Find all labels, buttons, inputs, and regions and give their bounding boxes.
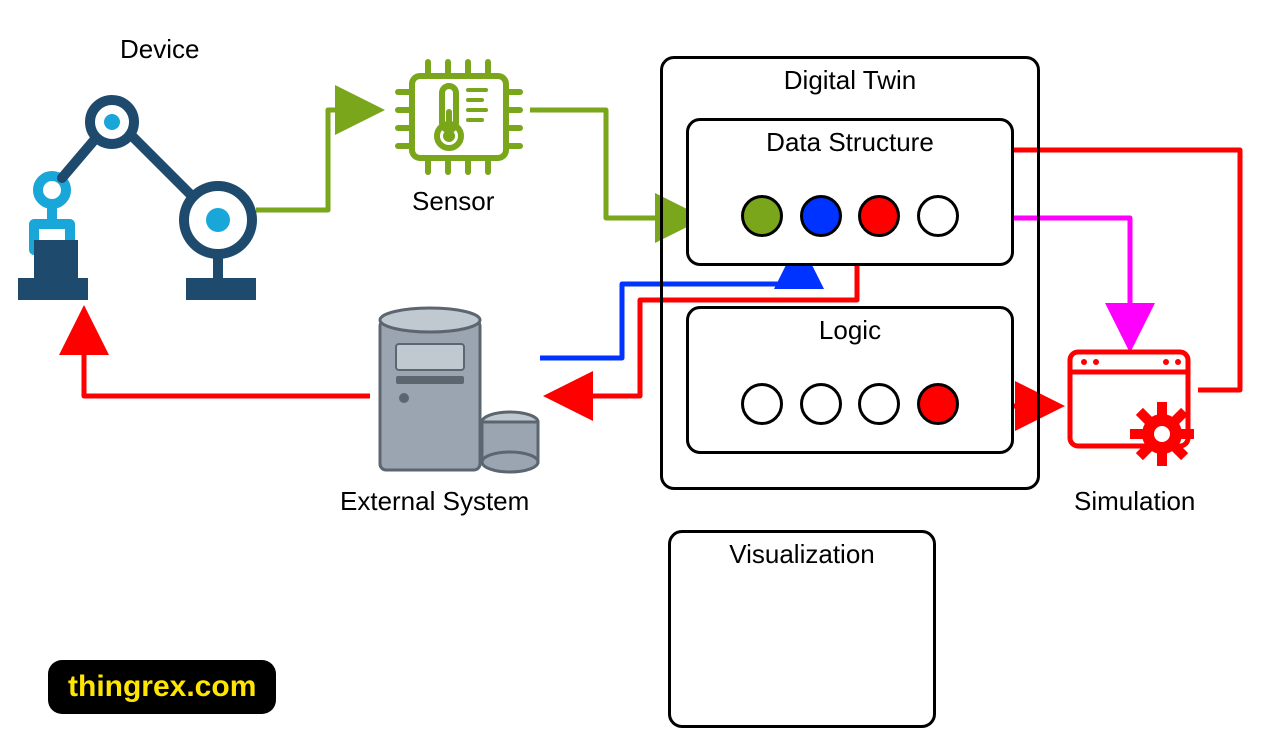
diagram-canvas: 70 92 Device Sensor External System Simu… xyxy=(0,0,1280,756)
logic-label: Logic xyxy=(689,315,1011,346)
external-system-label: External System xyxy=(340,486,529,517)
watermark-badge: thingrex.com xyxy=(48,660,276,714)
sensor-label: Sensor xyxy=(412,186,494,217)
device-label: Device xyxy=(120,34,199,65)
data-structure-label: Data Structure xyxy=(689,127,1011,158)
logic-circles xyxy=(689,383,1011,430)
data-structure-circles xyxy=(689,195,1011,242)
simulation-icon xyxy=(1070,352,1207,479)
ds-circle-4 xyxy=(917,195,959,237)
data-structure-box: Data Structure xyxy=(686,118,1014,266)
arrow-device-to-sensor xyxy=(256,110,380,210)
svg-layer: 70 92 xyxy=(0,0,1280,756)
arrow-server-to-device xyxy=(84,310,370,396)
logic-circle-2 xyxy=(800,383,842,425)
visualization-label: Visualization xyxy=(671,539,933,570)
sensor-chip-icon xyxy=(398,62,520,172)
logic-circle-4 xyxy=(917,383,959,425)
robot-arm-icon xyxy=(18,100,256,300)
digital-twin-label: Digital Twin xyxy=(663,65,1037,96)
ds-circle-1 xyxy=(741,195,783,237)
logic-circle-3 xyxy=(858,383,900,425)
ds-circle-3 xyxy=(858,195,900,237)
ds-circle-2 xyxy=(800,195,842,237)
simulation-label: Simulation xyxy=(1074,486,1195,517)
logic-box: Logic xyxy=(686,306,1014,454)
server-icon xyxy=(380,308,538,472)
logic-circle-1 xyxy=(741,383,783,425)
visualization-box: Visualization xyxy=(668,530,936,728)
